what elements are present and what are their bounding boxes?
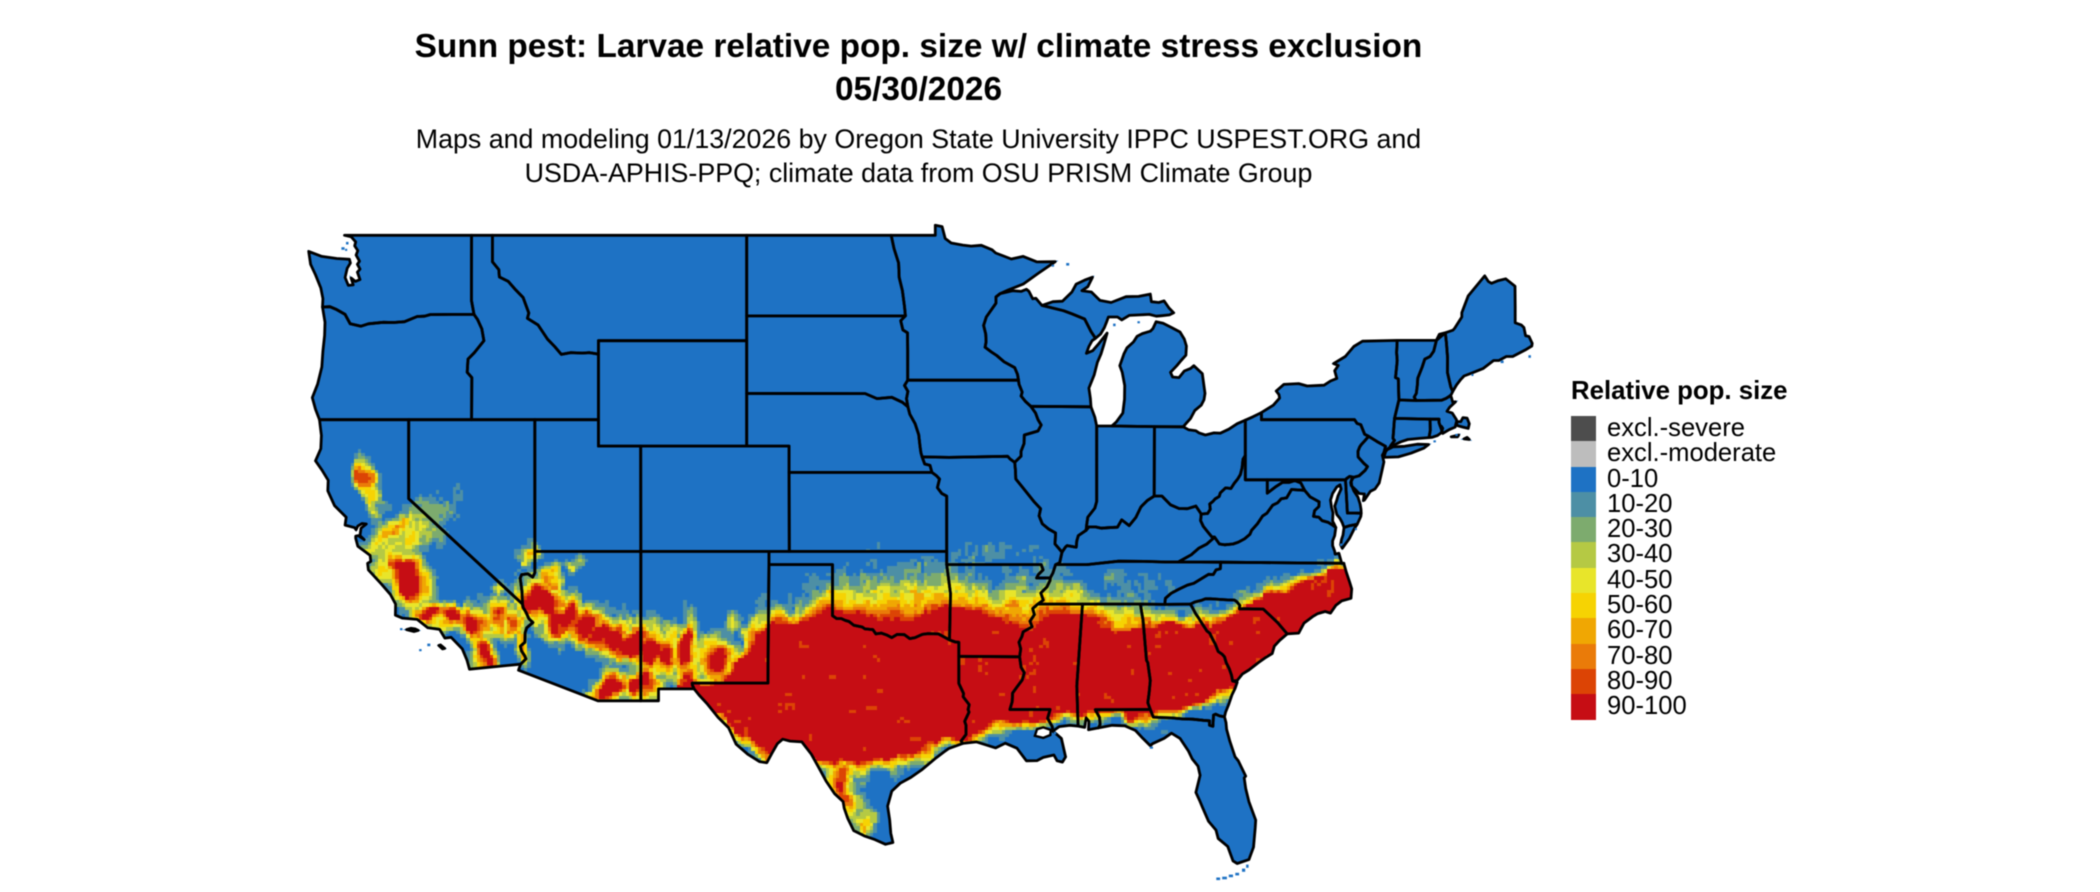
legend-rows: excl.-severe excl.-moderate 0-10 10-20 20-30… bbox=[1571, 414, 1787, 721]
legend-swatch bbox=[1571, 618, 1596, 644]
legend-item: 60-70 bbox=[1571, 616, 1787, 645]
legend-label: 80-90 bbox=[1607, 666, 1673, 695]
legend-item: 70-80 bbox=[1571, 641, 1787, 670]
legend-swatch bbox=[1571, 466, 1596, 492]
legend-label: 70-80 bbox=[1607, 641, 1673, 670]
legend-label: 20-30 bbox=[1607, 515, 1673, 544]
legend-item: 50-60 bbox=[1571, 591, 1787, 620]
legend-swatch bbox=[1571, 542, 1596, 568]
legend-item: excl.-severe bbox=[1571, 414, 1787, 442]
legend-item: 40-50 bbox=[1571, 565, 1787, 594]
heat-raster bbox=[331, 449, 1365, 850]
legend-item: 30-40 bbox=[1571, 540, 1787, 569]
legend-label: 50-60 bbox=[1607, 591, 1673, 620]
title-block: Sunn pest: Larvae relative pop. size w/ … bbox=[0, 25, 1837, 111]
state-maine bbox=[1435, 274, 1534, 393]
legend-swatch bbox=[1571, 593, 1596, 619]
subtitle-block: Maps and modeling 01/13/2026 by Oregon S… bbox=[0, 122, 1837, 190]
legend-swatch bbox=[1571, 567, 1596, 594]
legend-item: 20-30 bbox=[1571, 515, 1787, 544]
legend-swatch bbox=[1571, 416, 1596, 442]
legend-swatch bbox=[1571, 668, 1596, 695]
state-indiana bbox=[1084, 424, 1156, 532]
legend-title: Relative pop. size bbox=[1571, 377, 1788, 405]
legend: Relative pop. size excl.-severe excl.-mod… bbox=[1571, 377, 1788, 721]
legend-item: 0-10 bbox=[1571, 464, 1787, 493]
legend-item: 80-90 bbox=[1571, 666, 1787, 695]
legend-item: 90-100 bbox=[1571, 692, 1787, 721]
legend-label: 30-40 bbox=[1607, 540, 1673, 569]
map-title-date: 05/30/2026 bbox=[834, 71, 1003, 108]
legend-label: 0-10 bbox=[1607, 464, 1659, 493]
state-florida bbox=[1093, 708, 1258, 865]
legend-item: 10-20 bbox=[1571, 489, 1787, 518]
legend-label: 40-50 bbox=[1607, 565, 1673, 594]
state-mississippi bbox=[1008, 602, 1084, 733]
state-michigan bbox=[1040, 275, 1207, 429]
legend-swatch bbox=[1571, 517, 1596, 543]
map-subtitle-credit: Maps and modeling 01/13/2026 by Oregon S… bbox=[415, 124, 1422, 154]
legend-swatch bbox=[1571, 643, 1596, 669]
legend-label: 60-70 bbox=[1607, 616, 1673, 645]
legend-item: excl.-moderate bbox=[1571, 439, 1787, 468]
legend-label: excl.-moderate bbox=[1607, 439, 1777, 468]
legend-label: 90-100 bbox=[1607, 692, 1687, 721]
map-subtitle-data: USDA-APHIS-PPQ; climate data from OSU PR… bbox=[524, 158, 1313, 188]
legend-swatch bbox=[1571, 694, 1596, 720]
legend-swatch bbox=[1571, 441, 1596, 467]
map-title: Sunn pest: Larvae relative pop. size w/ … bbox=[414, 28, 1423, 65]
state-arizona bbox=[517, 550, 643, 703]
legend-label: 10-20 bbox=[1607, 489, 1673, 518]
state-maryland bbox=[1265, 478, 1363, 529]
state-texas bbox=[690, 563, 971, 846]
legend-swatch bbox=[1571, 491, 1596, 518]
coastal-specks bbox=[341, 241, 1531, 881]
lake-pontchartrain bbox=[1033, 726, 1053, 740]
legend-label: excl.-severe bbox=[1607, 414, 1745, 442]
